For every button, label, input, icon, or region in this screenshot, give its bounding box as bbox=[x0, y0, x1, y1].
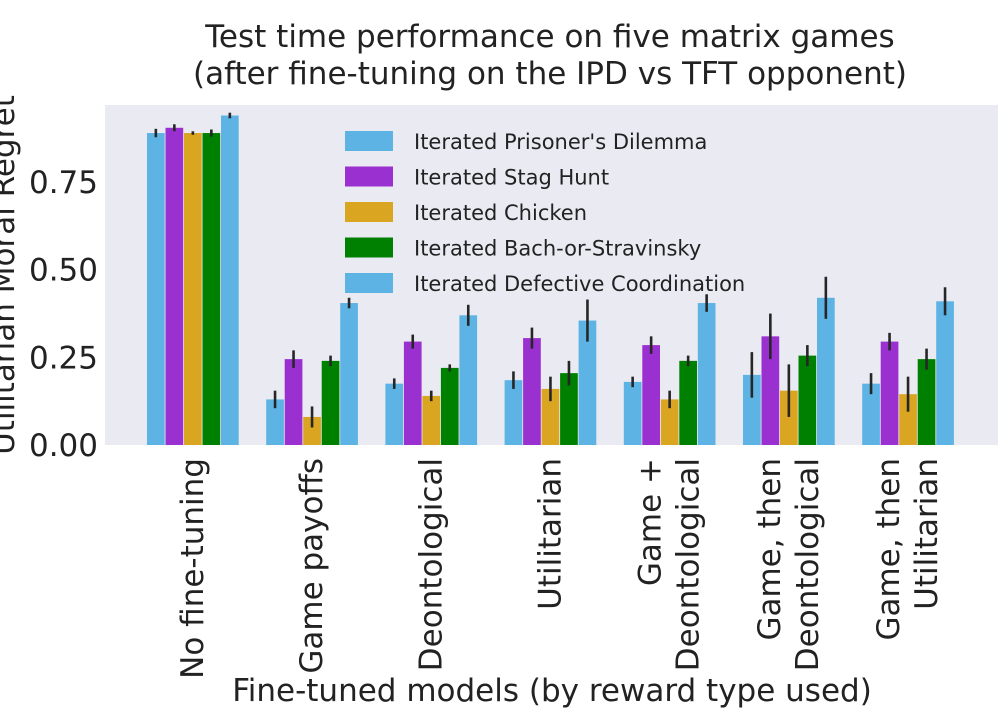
x-tick-labels: No fine-tuning Game payoffs Deontological U… bbox=[175, 458, 945, 679]
bar-5-2 bbox=[340, 303, 358, 445]
legend: Iterated Prisoner's Dilemma Iterated Stag… bbox=[345, 130, 745, 296]
bar-2-4 bbox=[523, 338, 541, 445]
bar-2-5 bbox=[642, 345, 660, 445]
bar-4-6 bbox=[798, 355, 817, 445]
bar-2-1 bbox=[165, 127, 184, 445]
bar-4-5 bbox=[679, 360, 697, 445]
bar-1-3 bbox=[385, 383, 404, 445]
bar-1-2 bbox=[266, 399, 284, 445]
x-tick-label: Utilitarian bbox=[909, 458, 945, 610]
legend-swatch-4 bbox=[345, 237, 393, 258]
x-tick-label: Utilitarian bbox=[532, 458, 568, 610]
x-tick-label: Game + bbox=[633, 458, 669, 586]
bar-5-7 bbox=[936, 301, 954, 445]
bar-3-1 bbox=[184, 133, 202, 445]
chart-title-line-2: (after fine-tuning on the IPD vs TFT opp… bbox=[193, 56, 907, 92]
legend-swatch-5 bbox=[345, 273, 393, 293]
bar-1-5 bbox=[623, 381, 642, 445]
y-tick-labels: 0.00 0.25 0.50 0.75 bbox=[29, 165, 98, 464]
y-tick-label: 0.75 bbox=[29, 165, 98, 201]
legend-label-4: Iterated Bach-or-Stravinsky bbox=[414, 237, 701, 261]
bar-3-5 bbox=[660, 399, 679, 445]
bar-1-4 bbox=[504, 380, 523, 445]
bar-3-4 bbox=[541, 388, 560, 445]
bar-1-6 bbox=[743, 374, 761, 445]
legend-swatch-3 bbox=[345, 202, 393, 222]
bar-4-3 bbox=[440, 367, 459, 445]
bar-5-1 bbox=[221, 115, 239, 445]
bar-4-7 bbox=[917, 359, 936, 445]
bar-3-6 bbox=[780, 390, 798, 445]
x-tick-label: Game, then bbox=[752, 458, 788, 641]
x-tick-label: Game payoffs bbox=[294, 458, 330, 674]
x-axis-label: Fine-tuned models (by reward type used) bbox=[232, 673, 872, 709]
y-axis-label: Utilitarian Moral Regret bbox=[0, 95, 22, 455]
x-tick-label: Deontological bbox=[413, 458, 449, 671]
bar-5-5 bbox=[697, 303, 716, 445]
y-tick-label: 0.50 bbox=[29, 253, 98, 289]
legend-label-5: Iterated Defective Coordination bbox=[414, 272, 745, 296]
legend-swatch-1 bbox=[345, 131, 393, 151]
legend-swatch-2 bbox=[345, 166, 393, 187]
y-tick-label: 0.00 bbox=[29, 428, 98, 464]
bar-3-2 bbox=[303, 416, 321, 445]
chart-title-line-1: Test time performance on five matrix gam… bbox=[204, 19, 894, 55]
bars-layer bbox=[147, 115, 954, 445]
bar-4-2 bbox=[321, 360, 340, 445]
bar-4-4 bbox=[560, 373, 578, 445]
legend-label-2: Iterated Stag Hunt bbox=[414, 166, 609, 190]
bar-1-7 bbox=[862, 383, 880, 445]
x-tick-label: Game, then bbox=[871, 458, 907, 641]
y-tick-label: 0.25 bbox=[29, 340, 98, 376]
bar-2-2 bbox=[284, 359, 303, 445]
bar-2-6 bbox=[761, 336, 780, 445]
bar-4-1 bbox=[202, 133, 221, 445]
bar-2-7 bbox=[880, 341, 899, 445]
bar-5-6 bbox=[817, 297, 835, 445]
bar-1-1 bbox=[147, 133, 165, 445]
bar-2-3 bbox=[403, 341, 422, 445]
legend-label-1: Iterated Prisoner's Dilemma bbox=[414, 130, 707, 154]
legend-label-3: Iterated Chicken bbox=[414, 201, 587, 225]
error-bars-layer bbox=[154, 112, 947, 428]
x-tick-label: Deontological bbox=[790, 458, 826, 671]
bar-3-7 bbox=[899, 394, 917, 445]
x-tick-label: No fine-tuning bbox=[175, 458, 211, 679]
bar-5-3 bbox=[459, 315, 478, 445]
bar-5-4 bbox=[578, 320, 597, 445]
x-tick-label: Deontological bbox=[671, 458, 707, 671]
bar-3-3 bbox=[422, 395, 441, 445]
